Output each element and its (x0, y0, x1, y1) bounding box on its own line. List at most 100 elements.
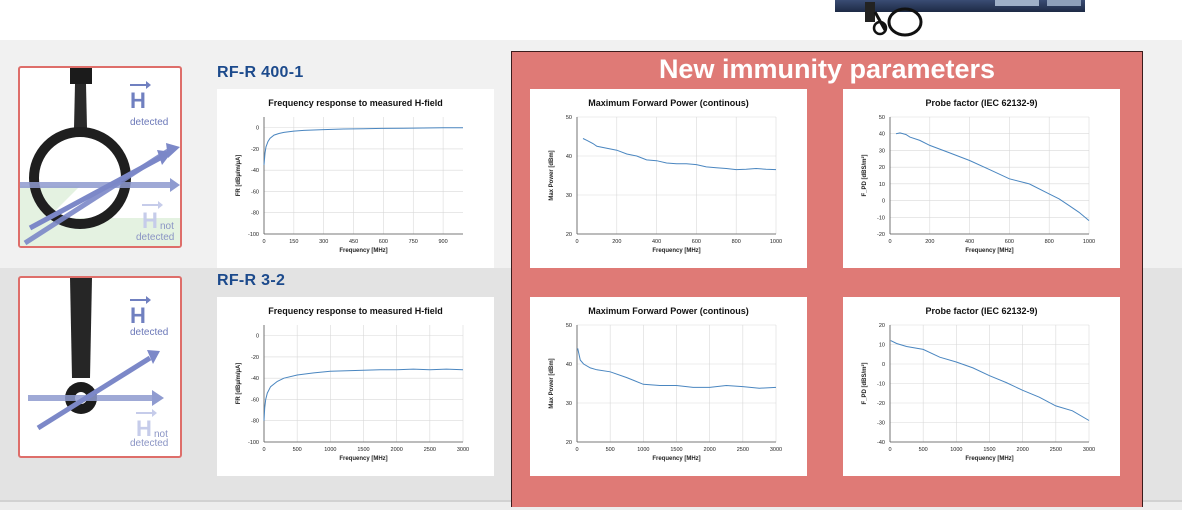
model-title-1: RF-R 400-1 (217, 64, 304, 81)
chart-title: Frequency response to measured H-field (268, 98, 443, 108)
x-tick-label: 200 (925, 239, 934, 245)
x-tick-label: 2000 (1017, 447, 1029, 453)
h-not-letter: H (142, 208, 158, 233)
chart-max-forward-power-2: Maximum Forward Power (continous) 50 40 30 2… (530, 297, 807, 476)
x-axis-label: Frequency [MHz] (339, 248, 387, 254)
loop-probe-illustration: H detected H not detected (18, 66, 182, 248)
y-tick-label: -30 (877, 421, 885, 427)
x-axis-label: Frequency [MHz] (339, 456, 387, 462)
x-axis-label: Frequency [MHz] (652, 248, 700, 254)
y-tick-label: 20 (566, 232, 572, 238)
y-tick-label: 30 (566, 401, 572, 407)
chart-frequency-response-2: Frequency response to measured H-field 0-… (217, 297, 494, 476)
chart-title: Maximum Forward Power (continous) (588, 306, 749, 316)
y-tick-label: -60 (251, 189, 259, 195)
x-tick-label: 600 (1005, 239, 1014, 245)
h-detected-letter: H (130, 88, 146, 113)
y-tick-label: -80 (251, 419, 259, 425)
y-tick-label: 50 (879, 115, 885, 121)
chart-probe-factor-2: Probe factor (IEC 62132-9) 20 10 0 -10 -20 -30… (843, 297, 1120, 476)
x-axis-label: Frequency [MHz] (965, 456, 1013, 462)
x-tick-label: 1000 (1083, 239, 1095, 245)
x-tick-label: 500 (606, 447, 615, 453)
h-not-caption: detected (130, 438, 168, 449)
x-tick-label: 2000 (704, 447, 716, 453)
y-tick-label: 40 (566, 154, 572, 160)
y-tick-label: 10 (879, 343, 885, 349)
y-tick-label: 40 (879, 132, 885, 138)
y-axis-label: F_PD [dBS/m²] (861, 154, 868, 196)
x-tick-label: 800 (1045, 239, 1054, 245)
x-tick-label: 2500 (1050, 447, 1062, 453)
chart-title: Frequency response to measured H-field (268, 306, 443, 316)
x-tick-label: 200 (612, 239, 621, 245)
y-tick-label: 50 (566, 323, 572, 329)
x-tick-label: 0 (575, 447, 578, 453)
y-tick-label: -20 (251, 147, 259, 153)
x-tick-label: 400 (965, 239, 974, 245)
y-tick-label: 0 (882, 199, 885, 205)
x-tick-label: 2500 (424, 447, 436, 453)
y-tick-label: 0 (882, 362, 885, 368)
y-tick-label: 0 (256, 126, 259, 132)
x-tick-label: 600 (692, 239, 701, 245)
y-tick-label: -80 (251, 211, 259, 217)
x-tick-label: 3000 (457, 447, 469, 453)
h-detected-caption: detected (130, 117, 168, 128)
h-not-sub: not (160, 221, 174, 232)
chart-frequency-response-1: Frequency response to measured H-field 0-… (217, 89, 494, 268)
h-detected-letter: H (130, 303, 146, 328)
chart-title: Probe factor (IEC 62132-9) (925, 98, 1037, 108)
x-tick-label: 1000 (770, 239, 782, 245)
y-tick-label: 0 (256, 334, 259, 340)
x-tick-label: 800 (732, 239, 741, 245)
y-tick-label: -10 (877, 382, 885, 388)
h-not-sub: not (154, 429, 168, 440)
y-tick-label: 40 (566, 362, 572, 368)
x-tick-label: 2500 (737, 447, 749, 453)
series-line (577, 348, 777, 389)
y-tick-label: -100 (248, 440, 259, 446)
chart-title: Probe factor (IEC 62132-9) (925, 306, 1037, 316)
chart-probe-factor-1-svg: Probe factor (IEC 62132-9) 50 40 30 20 10 0 -10… (861, 98, 1095, 254)
x-tick-label: 3000 (770, 447, 782, 453)
x-tick-label: 1000 (637, 447, 649, 453)
x-tick-label: 300 (319, 239, 328, 245)
x-tick-label: 750 (409, 239, 418, 245)
y-axis-label: F_PD [dBS/m²] (861, 362, 868, 404)
x-tick-label: 1000 (324, 447, 336, 453)
y-tick-label: 50 (566, 115, 572, 121)
series-line (895, 132, 1090, 221)
series-line (263, 368, 464, 421)
x-tick-label: 400 (652, 239, 661, 245)
x-tick-label: 0 (262, 447, 265, 453)
y-tick-label: 20 (879, 165, 885, 171)
y-tick-label: 20 (879, 323, 885, 329)
x-axis-label: Frequency [MHz] (652, 456, 700, 462)
x-tick-label: 0 (262, 239, 265, 245)
y-tick-label: -20 (877, 232, 885, 238)
y-tick-label: -40 (877, 440, 885, 446)
y-tick-label: -60 (251, 397, 259, 403)
h-not-caption: detected (136, 232, 174, 243)
x-tick-label: 2000 (391, 447, 403, 453)
h-detected-caption: detected (130, 327, 168, 338)
stick-probe-illustration: H detected H not detected (18, 276, 182, 458)
y-axis-label: Max Power [dBm] (549, 150, 555, 200)
series-line (890, 340, 1090, 421)
series-line (582, 138, 777, 171)
x-tick-label: 600 (379, 239, 388, 245)
y-tick-label: -20 (251, 355, 259, 361)
y-tick-label: -100 (248, 232, 259, 238)
chart-probe-factor-2-svg: Probe factor (IEC 62132-9) 20 10 0 -10 -20 -30… (861, 306, 1095, 462)
panel-title: New immunity parameters (658, 54, 996, 84)
chart-max-forward-power-1-svg: Maximum Forward Power (continous) 50 40 30 2… (549, 98, 782, 254)
x-tick-label: 1000 (950, 447, 962, 453)
x-tick-label: 900 (439, 239, 448, 245)
x-tick-label: 450 (349, 239, 358, 245)
chart-frequency-response-1-svg: Frequency response to measured H-field0-… (236, 98, 463, 254)
y-axis-label: Max Power [dBm] (549, 358, 555, 408)
model-title-2: RF-R 3-2 (217, 272, 286, 289)
chart-probe-factor-1: Probe factor (IEC 62132-9) 50 40 30 20 10 0 -10… (843, 89, 1120, 268)
y-tick-label: 30 (566, 193, 572, 199)
